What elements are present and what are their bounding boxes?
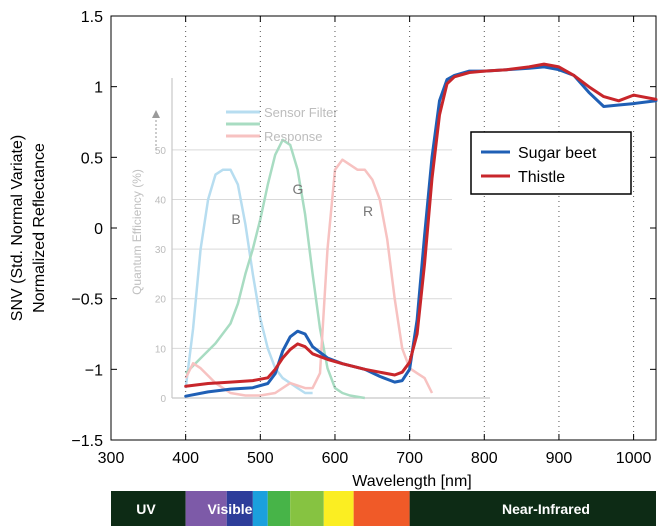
spectrum-label-uv: UV <box>136 501 156 517</box>
x-tick-label: 700 <box>396 450 423 467</box>
y-tick-label: −1 <box>85 362 103 379</box>
spectrum-label-visible: Visible <box>208 501 253 517</box>
x-tick-label: 900 <box>546 450 573 467</box>
x-tick-label: 1000 <box>616 450 652 467</box>
sensor-filter-inset: 0 10 20 30 40 50 Quantum Efficiency (%) Sensor … <box>130 78 490 405</box>
spectrum-segment <box>267 491 291 526</box>
spectrum-label-near-infrared: Near-Infrared <box>502 501 590 517</box>
y-axis-label-line1: SNV (Std. Normal Variate) <box>9 135 26 321</box>
series-lines <box>184 62 658 398</box>
y-tick-label: 1.5 <box>81 9 103 26</box>
inset-y-tick-label: 20 <box>155 295 167 306</box>
spectrum-segment <box>323 491 354 526</box>
grid <box>185 16 635 440</box>
inset-y-tick-label: 40 <box>155 195 167 206</box>
legend-label-sugar-beet: Sugar beet <box>518 145 597 162</box>
inset-curve-g <box>184 138 366 400</box>
spectrum-segment <box>111 491 186 526</box>
inset-y-axis-label: Quantum Efficiency (%) <box>130 169 144 295</box>
inset-channel-label-g: G <box>293 181 304 197</box>
y-tick-label: −0.5 <box>71 292 103 309</box>
x-tick-label: 500 <box>247 450 274 467</box>
x-tick-label: 800 <box>471 450 498 467</box>
y-tick-label: 1 <box>94 80 103 97</box>
inset-arrow-head <box>152 110 160 118</box>
x-axis-label: Wavelength [nm] <box>352 473 471 490</box>
spectrum-segment <box>226 491 253 526</box>
inset-y-tick-label: 30 <box>155 245 167 256</box>
inset-legend-title-line1: Sensor Filter <box>264 105 338 120</box>
inset-legend-title-line2: Response <box>264 129 323 144</box>
spectrum-segment <box>353 491 410 526</box>
inset-channel-label-r: R <box>363 203 373 219</box>
inset-curve-b <box>184 168 313 395</box>
inset-channel-label-b: B <box>231 211 240 227</box>
series-line-thistle <box>184 62 658 388</box>
y-tick-label: 0.5 <box>81 150 103 167</box>
legend-label-thistle: Thistle <box>518 169 565 186</box>
inset-curve-r <box>184 158 434 397</box>
x-tick-label: 600 <box>322 450 349 467</box>
y-tick-label: −1.5 <box>71 433 103 450</box>
spectrum-segment <box>409 491 656 526</box>
legend-box <box>470 131 632 195</box>
spectrum-segment <box>290 491 324 526</box>
inset-y-tick-label: 50 <box>155 146 167 157</box>
y-tick-label: 0 <box>94 221 103 238</box>
spectrum-segment <box>252 491 268 526</box>
spectrum-bar <box>111 491 656 526</box>
legend: Sugar beet Thistle <box>470 131 632 195</box>
x-tick-label: 400 <box>172 450 199 467</box>
spectrum-segment <box>185 491 227 526</box>
inset-y-tick-label: 10 <box>155 344 167 355</box>
inset-y-tick-label: 0 <box>160 394 166 405</box>
axis-ticks: 300 400 500 600 700 800 900 1000−1.5−1−0.500.51… <box>71 9 656 467</box>
x-tick-label: 300 <box>98 450 125 467</box>
y-axis-label-line2: Normalized Reflectance <box>31 143 48 313</box>
